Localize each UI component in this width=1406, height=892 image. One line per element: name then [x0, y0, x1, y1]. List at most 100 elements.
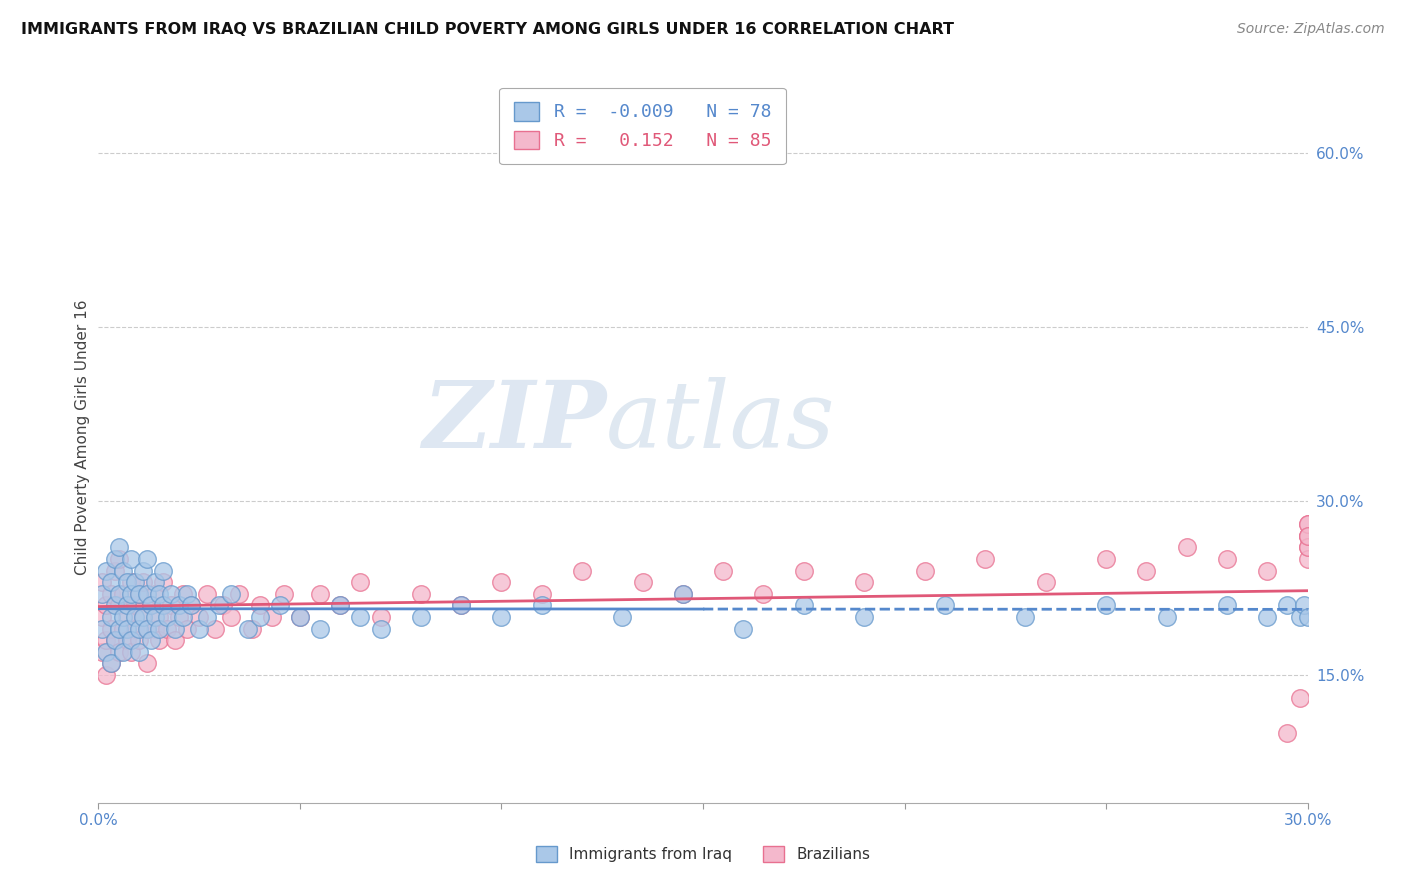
Point [793, 564, 815, 578]
Point [1014, 610, 1036, 624]
Point [409, 610, 432, 624]
Point [195, 610, 218, 624]
Point [1035, 575, 1057, 590]
Y-axis label: Child Poverty Among Girls Under 16: Child Poverty Among Girls Under 16 [75, 300, 90, 574]
Point [128, 622, 150, 636]
Point [240, 622, 263, 636]
Point [450, 599, 472, 613]
Point [212, 599, 235, 613]
Point [260, 610, 283, 624]
Point [91, 587, 114, 601]
Point [111, 622, 134, 636]
Point [1175, 541, 1198, 555]
Point [914, 564, 936, 578]
Point [672, 587, 695, 601]
Point [100, 575, 122, 590]
Point [221, 610, 243, 624]
Point [139, 633, 162, 648]
Point [1256, 610, 1278, 624]
Point [111, 645, 134, 659]
Point [176, 587, 198, 601]
Point [172, 610, 194, 624]
Point [135, 587, 157, 601]
Point [100, 622, 122, 636]
Point [91, 575, 114, 590]
Point [107, 599, 129, 613]
Point [96, 633, 118, 648]
Point [107, 587, 129, 601]
Point [115, 575, 138, 590]
Point [273, 587, 295, 601]
Point [288, 610, 311, 624]
Point [1296, 517, 1319, 532]
Point [111, 587, 134, 601]
Point [711, 564, 734, 578]
Point [124, 599, 146, 613]
Point [148, 610, 170, 624]
Point [96, 599, 118, 613]
Point [934, 599, 956, 613]
Point [107, 552, 129, 566]
Point [103, 552, 125, 566]
Point [96, 564, 118, 578]
Point [1277, 599, 1299, 613]
Point [853, 575, 876, 590]
Point [103, 633, 125, 648]
Point [530, 587, 553, 601]
Point [1296, 610, 1319, 624]
Point [370, 622, 392, 636]
Point [491, 575, 513, 590]
Point [733, 622, 755, 636]
Point [1296, 541, 1319, 555]
Point [450, 599, 472, 613]
Point [132, 564, 155, 578]
Point [1277, 726, 1299, 740]
Point [530, 599, 553, 613]
Point [128, 587, 150, 601]
Point [128, 587, 150, 601]
Point [195, 587, 218, 601]
Point [124, 575, 146, 590]
Point [103, 599, 125, 613]
Point [124, 610, 146, 624]
Point [491, 610, 513, 624]
Point [612, 610, 634, 624]
Point [309, 587, 332, 601]
Point [236, 622, 259, 636]
Point [631, 575, 654, 590]
Point [329, 599, 352, 613]
Point [148, 587, 170, 601]
Point [163, 633, 186, 648]
Point [103, 564, 125, 578]
Point [148, 622, 170, 636]
Point [152, 575, 174, 590]
Point [91, 645, 114, 659]
Point [180, 599, 202, 613]
Point [1296, 529, 1319, 543]
Point [249, 599, 271, 613]
Point [1296, 541, 1319, 555]
Point [143, 587, 166, 601]
Point [672, 587, 695, 601]
Point [96, 645, 118, 659]
Point [249, 610, 271, 624]
Point [1296, 552, 1319, 566]
Point [135, 622, 157, 636]
Point [176, 622, 198, 636]
Point [91, 622, 114, 636]
Point [143, 610, 166, 624]
Point [156, 610, 179, 624]
Point [163, 622, 186, 636]
Point [188, 622, 211, 636]
Point [120, 552, 142, 566]
Point [1296, 529, 1319, 543]
Point [853, 610, 876, 624]
Point [370, 610, 392, 624]
Point [571, 564, 593, 578]
Point [156, 622, 179, 636]
Point [349, 575, 371, 590]
Point [1095, 599, 1118, 613]
Point [1288, 691, 1310, 706]
Text: Source: ZipAtlas.com: Source: ZipAtlas.com [1237, 22, 1385, 37]
Point [152, 564, 174, 578]
